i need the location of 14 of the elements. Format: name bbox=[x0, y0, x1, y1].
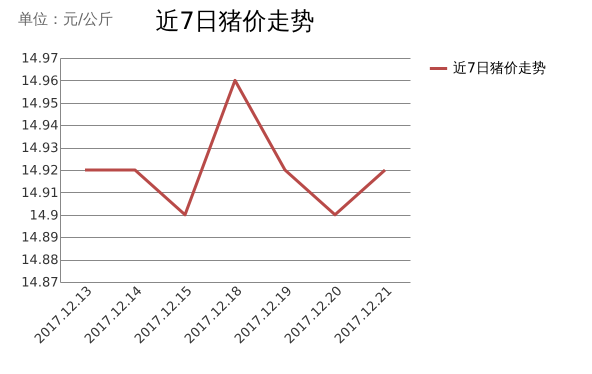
y-tick-label: 14.95 bbox=[21, 96, 58, 112]
chart-title: 近7日猪价走势 bbox=[155, 7, 315, 35]
y-tick-label: 14.88 bbox=[21, 253, 58, 268]
y-tick-label: 14.91 bbox=[21, 186, 58, 201]
y-tick-label: 14.87 bbox=[21, 276, 58, 290]
y-tick-label: 14.93 bbox=[21, 141, 58, 156]
y-tick-label: 14.96 bbox=[21, 74, 58, 89]
text: 单位：元/公斤 bbox=[18, 10, 114, 29]
y-tick-label: 14.92 bbox=[21, 164, 58, 178]
y-tick-label: 14.9 bbox=[30, 208, 58, 224]
y-tick-label: 14.94 bbox=[21, 118, 58, 134]
legend-label: 近7日猪价走势 bbox=[453, 60, 546, 76]
y-tick-label: 14.97 bbox=[21, 52, 58, 66]
y-tick-label: 14.89 bbox=[21, 230, 58, 246]
